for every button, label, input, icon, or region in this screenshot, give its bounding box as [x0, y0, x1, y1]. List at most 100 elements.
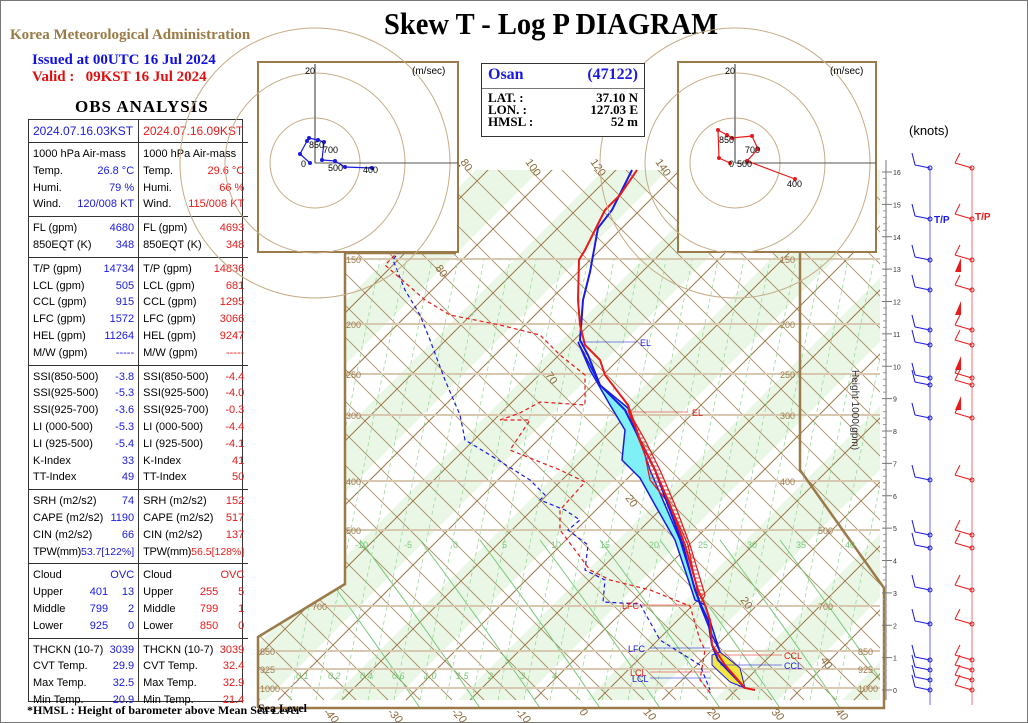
wind-barb [954, 244, 961, 256]
dry-adiabat-line [459, 162, 880, 701]
obs-row-ssi-925-500: SSI(925-500) -4.0 [143, 385, 244, 402]
lon-value: 127.03 E [590, 102, 638, 117]
wind-barb-staff [914, 256, 931, 261]
cloud-amount: 13 [121, 586, 135, 599]
obs-value: -5.3 [115, 387, 135, 400]
obs-value: OVC [110, 569, 135, 582]
hodograph-09kst-level-label: 400 [787, 179, 802, 189]
obs-section: T/P (gpm) 14734 LCL (gpm) 505 CCL (gpm) 915 LF… [29, 258, 139, 366]
obs-value: 29.9 [112, 660, 135, 673]
isotherm-line [661, 162, 880, 701]
wind-barb-staff [914, 414, 931, 419]
obs-section: THCKN (10-7) 3039 CVT Temp. 32.4 Max Temp. 32… [139, 639, 248, 712]
pressure-label-left: 1000 [260, 684, 280, 694]
obs-column-09kst: 2024.07.16.09KST 1000 hPa Air-mass Temp. 29… [139, 120, 249, 706]
obs-label: Max Temp. [33, 677, 87, 690]
theta-label: 80 [458, 157, 475, 174]
mixing-ratio-label: 0.2 [328, 671, 341, 681]
obs-row-wind: Wind. 115/008 KT [143, 196, 244, 213]
obs-section: SRH (m2/s2) 152 CAPE (m2/s2) 517 CIN (m2/s2)… [139, 490, 249, 565]
mixing-ratio-label: 1.5 [456, 671, 470, 681]
obs-value: -4.4 [225, 420, 245, 433]
wind-barb-staff [914, 286, 931, 291]
dry-adiabat-line [427, 162, 880, 701]
obs-row-upper: Upper 255 5 [143, 584, 244, 601]
spacer [868, 100, 1028, 700]
mixing-ratio-label: 0.4 [360, 671, 373, 681]
height-tick-label: 3 [893, 591, 897, 598]
pressure-label-left: 925 [260, 665, 275, 675]
dry-adiabat-line [258, 162, 549, 701]
obs-value: 850 0 [200, 618, 244, 635]
wind-barb-staff [954, 618, 973, 625]
mixing-ratio-label: 0.6 [392, 671, 405, 681]
moist-adiabat-line [419, 539, 541, 708]
hodograph-09kst-point [717, 156, 721, 160]
wind-barb [911, 608, 916, 622]
obs-value: ----- [225, 346, 245, 359]
wind-obs-point [969, 382, 975, 388]
obs-label: M/W (gpm) [143, 346, 198, 359]
isotherm-top-label: 5 [502, 540, 507, 550]
lcl-label-09kst: LCL [630, 668, 647, 678]
obs-label: HEL (gpm) [143, 329, 196, 342]
height-axis-label: Height 1000(gpm) [849, 370, 860, 450]
wind-barb-staff [954, 324, 973, 331]
height-tick-label: 13 [893, 267, 901, 274]
wind-barb [911, 203, 916, 217]
obs-row-ccl: CCL (gpm) 915 [33, 294, 134, 311]
obs-label: K-Index [33, 454, 71, 467]
obs-value: 1295 [219, 296, 245, 309]
obs-label: Max Temp. [143, 677, 197, 690]
lfc-label-09kst: LFC [622, 601, 640, 611]
wind-barb [954, 664, 961, 676]
dewpoint-line-09kst [384, 164, 713, 696]
obs-label: SRH (m2/s2) [143, 495, 207, 508]
obs-value: 21.4 [222, 693, 245, 706]
pressure-label-right: 850 [858, 647, 873, 657]
height-tick-label: 0 [893, 688, 897, 695]
theta-label: 70 [543, 370, 560, 387]
airmass-title: 1000 hPa Air-mass [33, 148, 126, 160]
obs-value: 3039 [109, 643, 135, 656]
obs-value: 120/008 KT [77, 198, 135, 211]
wind-barb [911, 329, 916, 343]
obs-row-thckn: THCKN (10-7) 3039 [33, 642, 134, 659]
theta-label: 80 [433, 263, 450, 280]
hodograph-03kst-level-label: 0 [301, 159, 306, 169]
tropopause-label-03kst: T/P [934, 215, 950, 226]
obs-label: K-Index [143, 454, 182, 467]
obs-section: Cloud OVC Upper 255 5 Middle 799 1 Lower 850 0 [139, 564, 249, 639]
wind-barb [911, 574, 916, 588]
isotherm-top-label: 30 [747, 540, 757, 550]
hodograph-03kst-level-label: 400 [363, 165, 378, 175]
wind-barb [954, 644, 961, 656]
obs-row-middle: Middle 799 1 [143, 601, 244, 618]
wind-pennant [955, 396, 961, 410]
dry-adiabat-line [908, 100, 1028, 700]
hodograph-09kst-frame [677, 61, 877, 253]
wind-barb-staff [914, 656, 931, 661]
hodograph-03kst-level-label: 700 [323, 145, 338, 155]
obs-value: 33 [121, 454, 135, 467]
wind-barb-staff [954, 412, 973, 419]
obs-row-eqt850: 850EQT (K) 348 [143, 237, 244, 254]
isotherm-line [405, 162, 880, 701]
cloud-height: 850 [199, 619, 219, 632]
obs-label: Temp. [33, 164, 63, 177]
obs-row-air: 1000 hPa Air-mass [143, 146, 244, 163]
cloud-amount: 5 [238, 586, 245, 599]
obs-label: Min Temp. [143, 693, 194, 706]
wind-barb [954, 369, 961, 381]
wind-barb [911, 152, 916, 166]
dry-adiabat-line [0, 100, 196, 700]
obs-label: Middle [33, 602, 66, 615]
dry-adiabat-line [258, 162, 709, 701]
wind-barb [954, 152, 961, 164]
obs-value: 348 [225, 238, 245, 251]
mixing-ratio-label: 1.0 [424, 671, 437, 681]
obs-value: 115/008 KT [188, 198, 245, 211]
obs-label: CAPE (m2/s2) [33, 511, 104, 524]
obs-row-humi: Humi. 66 % [143, 180, 244, 197]
